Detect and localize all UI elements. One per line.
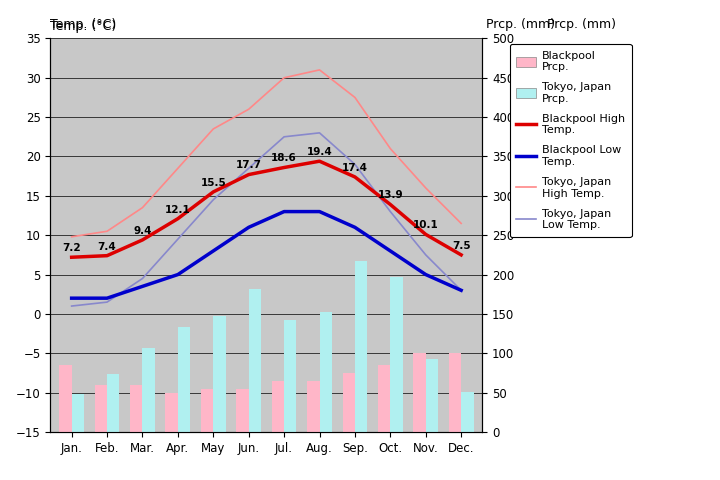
Text: 15.5: 15.5 [200, 178, 226, 188]
Text: 7.5: 7.5 [452, 240, 470, 251]
Bar [426, 359, 438, 432]
Text: 13.9: 13.9 [377, 191, 403, 200]
Bar [166, 393, 178, 432]
Bar [248, 289, 261, 432]
Bar [449, 353, 461, 432]
Text: 19.4: 19.4 [307, 147, 333, 157]
Bar [284, 320, 297, 432]
Bar [178, 327, 190, 432]
Text: 12.1: 12.1 [165, 204, 191, 215]
Bar [130, 385, 143, 432]
Bar [201, 389, 213, 432]
Bar [59, 365, 72, 432]
Text: 17.4: 17.4 [342, 163, 368, 173]
Bar [307, 381, 320, 432]
Bar [107, 374, 120, 432]
Text: Temp. (°C): Temp. (°C) [50, 18, 117, 31]
Bar [320, 312, 332, 432]
Text: Prcp. (mm): Prcp. (mm) [486, 18, 555, 31]
Bar [213, 316, 225, 432]
Bar [72, 394, 84, 432]
Bar [236, 389, 248, 432]
Y-axis label: Prcp. (mm): Prcp. (mm) [547, 18, 616, 31]
Text: 7.2: 7.2 [63, 243, 81, 253]
Text: 10.1: 10.1 [413, 220, 438, 230]
Legend: Blackpool
Prcp., Tokyo, Japan
Prcp., Blackpool High
Temp., Blackpool Low
Temp., : Blackpool Prcp., Tokyo, Japan Prcp., Bla… [510, 44, 631, 237]
Text: 18.6: 18.6 [271, 153, 297, 163]
Text: 17.7: 17.7 [235, 160, 261, 170]
Bar [355, 261, 367, 432]
Bar [390, 277, 402, 432]
Text: 7.4: 7.4 [98, 241, 117, 252]
Bar [271, 381, 284, 432]
Bar [413, 353, 426, 432]
Bar [343, 373, 355, 432]
Bar [378, 365, 390, 432]
Text: Temp. (°C): Temp. (°C) [50, 20, 117, 33]
Bar [143, 348, 155, 432]
Bar [461, 392, 474, 432]
Text: 9.4: 9.4 [133, 226, 152, 236]
Bar [94, 385, 107, 432]
